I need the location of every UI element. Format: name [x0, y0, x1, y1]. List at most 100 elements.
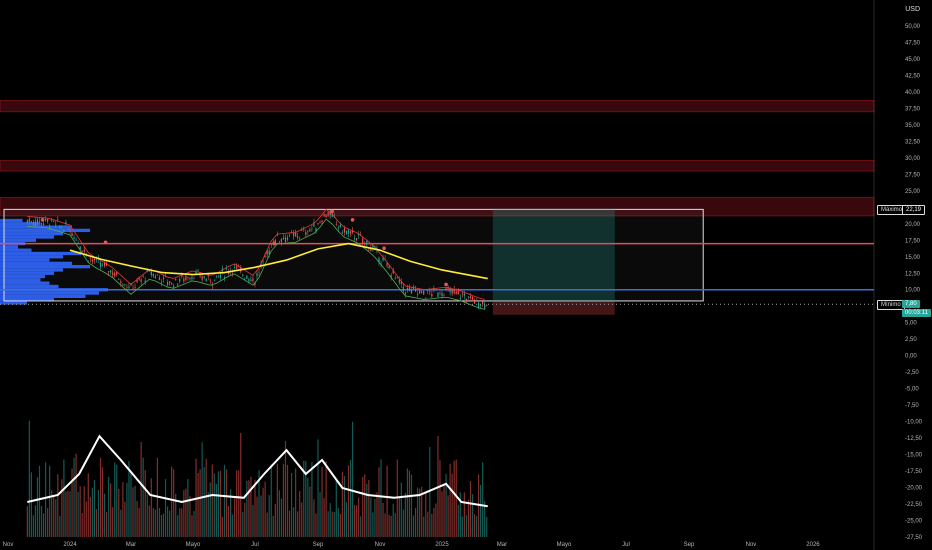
y-axis-tick-label: -22,50 — [905, 502, 923, 508]
volume-bar — [187, 479, 189, 537]
candle-body — [250, 279, 252, 281]
candle-body — [189, 277, 191, 280]
candle-body — [368, 250, 370, 252]
candle-body — [309, 229, 311, 232]
candle-body — [482, 301, 484, 305]
volume-bar — [59, 515, 61, 537]
candle-body — [337, 227, 339, 229]
volume-bar — [171, 466, 173, 537]
candle-body — [297, 236, 299, 238]
candle-body — [282, 237, 285, 240]
volume-bar — [360, 516, 362, 537]
candle-body — [388, 266, 390, 269]
candle-body — [116, 272, 118, 275]
candle-body — [89, 258, 91, 259]
candle-body — [177, 284, 179, 286]
candle-body — [232, 272, 234, 274]
candle-body — [213, 279, 215, 281]
volume-bar — [362, 477, 364, 537]
candle-body — [91, 259, 93, 262]
candle-body — [32, 222, 35, 225]
volume-bar — [421, 486, 423, 537]
volume-bar — [146, 494, 148, 537]
candle-body — [293, 232, 295, 236]
y-axis-tick-label: 30,00 — [905, 156, 921, 162]
volume-bar — [42, 513, 45, 537]
y-axis-tick-label: -5,00 — [905, 387, 919, 393]
volume-bar — [345, 502, 348, 537]
volume-bar — [30, 472, 32, 537]
volume-bar — [301, 502, 303, 537]
bar-countdown: 00:03:11 — [902, 309, 931, 317]
volume-bar — [268, 495, 270, 537]
candle-body — [335, 224, 337, 225]
volume-bar — [112, 507, 114, 537]
candle-body — [120, 281, 122, 283]
volume-bar — [386, 465, 388, 537]
candle-body — [394, 278, 396, 279]
candle-body — [366, 240, 368, 245]
volume-bar — [162, 513, 165, 537]
volume-bar — [347, 465, 350, 537]
volume-bar — [26, 506, 28, 537]
candle-body — [158, 277, 161, 280]
candle-body — [325, 214, 327, 218]
candle-body — [390, 275, 392, 278]
volume-bar — [457, 504, 459, 537]
candle-body — [351, 230, 354, 233]
candle-body — [262, 261, 264, 262]
candle-body — [211, 284, 213, 286]
candle-body — [122, 284, 124, 286]
volume-bar — [315, 513, 317, 537]
volume-bar — [67, 490, 69, 537]
volume-bar — [95, 509, 98, 537]
volume-bar — [410, 474, 413, 537]
volume-bar — [358, 497, 360, 537]
x-axis-tick-label: Jul — [622, 542, 630, 548]
volume-profile-bar — [0, 294, 86, 298]
candle-body — [197, 270, 199, 271]
candle-body — [150, 271, 152, 276]
volume-bar — [38, 465, 41, 537]
candle-body — [278, 241, 280, 243]
volume-bar — [223, 464, 226, 537]
volume-bar — [36, 477, 39, 537]
volume-profile-bar — [0, 228, 90, 233]
candle-body — [191, 276, 193, 280]
candle-body — [79, 246, 81, 250]
volume-bar — [370, 497, 372, 537]
volume-bar — [213, 473, 215, 537]
volume-bar — [319, 492, 321, 537]
volume-bar — [144, 470, 146, 537]
candle-body — [425, 297, 427, 299]
volume-profile-bar — [0, 297, 54, 302]
volume-bar — [136, 501, 138, 537]
candle-body — [63, 230, 65, 232]
candle-body — [400, 281, 402, 284]
candle-body — [42, 223, 45, 225]
x-axis-tick-label: Mayo — [557, 542, 572, 548]
candle-body — [419, 290, 421, 294]
candle-body — [451, 290, 453, 294]
y-axis-tick-label: -12,50 — [905, 436, 923, 442]
candle-body — [327, 212, 329, 216]
candle-body — [467, 296, 470, 298]
volume-bar — [376, 492, 378, 537]
candle-body — [183, 278, 185, 282]
candle-body — [61, 226, 63, 227]
volume-bar — [280, 498, 283, 537]
candle-body — [193, 278, 195, 280]
y-axis-tick-label: 45,00 — [905, 57, 921, 63]
volume-bar — [116, 464, 118, 537]
volume-bar — [323, 498, 325, 537]
volume-bar — [309, 486, 311, 537]
volume-bar — [475, 515, 478, 537]
candle-body — [126, 287, 128, 288]
volume-bar — [321, 466, 323, 537]
y-axis-tick-label: -20,00 — [905, 486, 923, 492]
candle-body — [242, 274, 244, 276]
currency-label: USD — [905, 6, 920, 13]
candle-body — [140, 279, 142, 282]
resistance-zone — [0, 100, 875, 113]
